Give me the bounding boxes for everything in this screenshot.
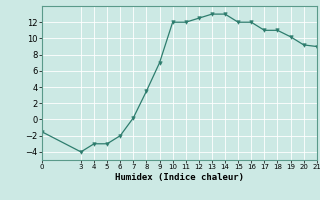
X-axis label: Humidex (Indice chaleur): Humidex (Indice chaleur) xyxy=(115,173,244,182)
